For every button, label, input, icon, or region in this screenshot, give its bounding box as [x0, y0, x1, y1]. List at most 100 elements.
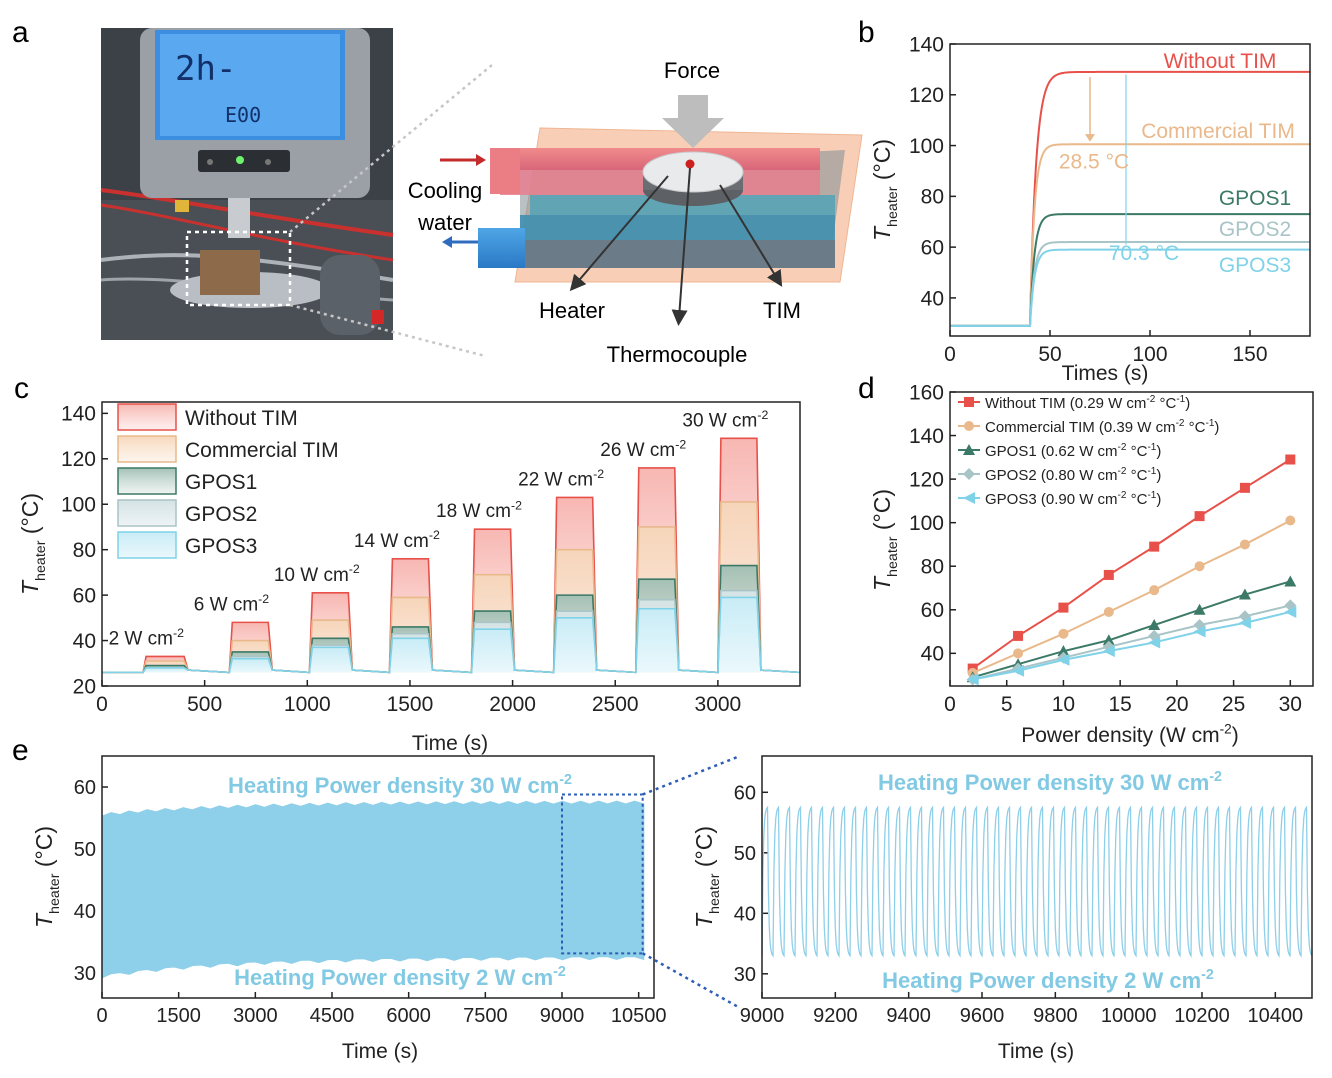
- series-line-without-tim: [972, 458, 1291, 670]
- y-tick-label: 120: [909, 468, 944, 491]
- series-line-gpos3: [102, 596, 801, 674]
- marker-triangle: [1148, 619, 1161, 631]
- step-label-base: 22 W cm: [518, 469, 593, 490]
- annotation-bottom-base: Heating Power density 2 W cm: [882, 968, 1201, 993]
- legend-part: -1: [1147, 466, 1156, 477]
- marker-diamond: [963, 468, 975, 480]
- x-tick-label: 9000: [540, 1005, 585, 1027]
- step-label-sup: -2: [757, 408, 768, 422]
- legend-swatch: [117, 499, 177, 527]
- step-fill: [309, 647, 353, 673]
- y-axis-label: Theater (°C): [31, 826, 63, 928]
- y-axis-label-sub: heater: [707, 873, 723, 914]
- annotation-70-3: 70.3 °C: [1109, 242, 1179, 265]
- axis-frame: [949, 43, 1311, 337]
- marker-circle: [964, 421, 974, 431]
- legend-swatch: [117, 403, 177, 431]
- legend-part: °C: [1126, 443, 1147, 460]
- step-label-sup: -2: [173, 626, 184, 640]
- x-tick-label: 7500: [463, 1005, 508, 1027]
- annotation-top-sup: -2: [1209, 769, 1222, 785]
- chart-e1-cycling-long: 0 1500 3000 4500 6000 7500 9000 10500 30 40 50 60 He…: [31, 755, 666, 1063]
- series-line-gpos1: [972, 580, 1291, 679]
- y-tick-label: 40: [921, 287, 944, 310]
- legend-label: Commercial TIM (0.39 W cm-2 °C-1): [985, 418, 1219, 436]
- marker-triangle-left: [1102, 645, 1115, 658]
- legend-part: ): [1156, 467, 1161, 484]
- y-axis-label-sub: heater: [33, 540, 49, 581]
- y-tick-label: 50: [734, 843, 756, 865]
- legend-label: GPOS3 (0.90 W cm-2 °C-1): [985, 490, 1161, 508]
- step-label: 10 W cm-2: [274, 562, 360, 586]
- x-tick-label: 0: [96, 1005, 107, 1027]
- marker-triangle-left: [1012, 664, 1025, 677]
- panel-letter-e: e: [12, 734, 29, 767]
- legend-label: Without TIM (0.29 W cm-2 °C-1): [985, 394, 1190, 412]
- x-tick-label: 100: [1132, 343, 1167, 366]
- y-tick-label: 140: [909, 33, 944, 56]
- step-label: 14 W cm-2: [354, 528, 440, 552]
- step-fill: [471, 629, 515, 673]
- marker-circle: [1103, 606, 1114, 617]
- y-tick-label: 30: [74, 963, 96, 985]
- label-heater: Heater: [539, 298, 605, 323]
- annotation-top-base: Heating Power density 30 W cm: [228, 773, 559, 798]
- marker-triangle-left: [1193, 625, 1206, 638]
- y-axis-label: Theater (°C): [17, 493, 49, 595]
- y-tick-label: 20: [73, 675, 96, 698]
- annotation-bottom-sup: -2: [1201, 967, 1214, 983]
- marker-triangle: [1102, 634, 1115, 646]
- y-tick-label: 140: [61, 403, 96, 426]
- x-tick-label: 9400: [886, 1005, 931, 1027]
- x-tick-label: 9600: [960, 1005, 1005, 1027]
- legend-part: -2: [1118, 442, 1127, 453]
- axis-frame: [101, 401, 801, 687]
- y-axis-label: Theater (°C): [869, 489, 901, 591]
- y-tick-label: 80: [921, 186, 944, 209]
- x-tick-label: 2000: [489, 693, 536, 716]
- panel-letter-b: b: [858, 16, 875, 49]
- label-force: Force: [664, 58, 720, 83]
- display-sub-digits: E00: [225, 103, 261, 127]
- marker-triangle: [963, 444, 975, 455]
- x-tick-label: 6000: [386, 1005, 431, 1027]
- y-tick-label: 100: [909, 512, 944, 535]
- chart-e2-cycling-zoom: 9000 9200 9400 9600 9800 10000 10200 10400 30 40 5…: [691, 755, 1313, 1063]
- marker-square: [1058, 602, 1069, 613]
- cycling-band: [101, 800, 645, 979]
- label-cooling-1: Cooling: [408, 178, 483, 203]
- marker-triangle: [1193, 603, 1206, 615]
- y-tick-label: 80: [73, 539, 96, 562]
- axis-frame: [101, 755, 655, 999]
- step-label-sup: -2: [429, 528, 440, 542]
- legend-label: Commercial TIM: [185, 439, 339, 462]
- legend-part: -1: [1205, 418, 1214, 429]
- series-line-commercial-tim: [972, 519, 1291, 674]
- x-axis-label: Time (s): [342, 1040, 418, 1063]
- x-tick-label: 20: [1165, 693, 1188, 716]
- series-label: GPOS3: [1219, 254, 1291, 277]
- series-label: GPOS2: [1219, 218, 1291, 241]
- annotation-top: Heating Power density 30 W cm-2: [878, 769, 1222, 795]
- x-tick-label: 10: [1052, 693, 1075, 716]
- y-axis-label: Theater (°C): [869, 139, 901, 241]
- step-label: 18 W cm-2: [436, 499, 522, 523]
- marker-triangle-left: [1284, 605, 1297, 618]
- marker-triangle-left: [963, 492, 975, 504]
- zoom-line-bottom: [289, 303, 486, 358]
- annotation-arrowhead-1: [1085, 134, 1095, 142]
- step-label-sup: -2: [349, 562, 360, 576]
- x-axis-label: Time (s): [998, 1040, 1074, 1063]
- x-tick-label: 1500: [156, 1005, 201, 1027]
- step-fill: [553, 617, 597, 673]
- y-axis-label-unit: (°C): [869, 489, 895, 537]
- step-label: 26 W cm-2: [600, 437, 686, 461]
- y-tick-label: 80: [921, 556, 944, 579]
- x-tick-label: 15: [1108, 693, 1131, 716]
- x-tick-label: 9800: [1033, 1005, 1078, 1027]
- legend-part: °C: [1184, 419, 1205, 436]
- series-label: Commercial TIM: [1141, 120, 1295, 143]
- y-axis-label-sub: heater: [885, 536, 901, 577]
- step-label-sup: -2: [675, 437, 686, 451]
